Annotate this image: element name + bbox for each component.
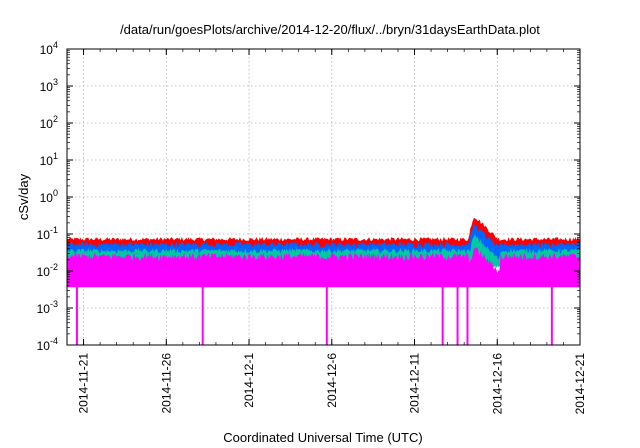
x-tick-label: 2014-11-26 xyxy=(159,353,173,414)
y-axis-label: cSv/day xyxy=(16,173,31,220)
y-tick-label: 103 xyxy=(40,77,58,94)
x-tick-label: 2014-12-21 xyxy=(573,353,587,415)
y-tick-label: 101 xyxy=(40,151,58,168)
x-axis-label: Coordinated Universal Time (UTC) xyxy=(223,430,422,445)
y-tick-label: 104 xyxy=(40,40,58,57)
y-tick-label: 10-1 xyxy=(37,225,58,242)
y-tick-label: 10-4 xyxy=(37,336,58,353)
y-tick-label: 100 xyxy=(40,188,58,205)
y-tick-label: 10-2 xyxy=(37,262,58,279)
x-tick-label: 2014-12-11 xyxy=(408,353,422,414)
x-tick-labels: 2014-11-21 2014-11-26 2014-12-1 2014-12-6 20… xyxy=(77,353,587,415)
x-tick-label: 2014-12-6 xyxy=(325,353,339,408)
y-tick-labels: 10-4 10-3 10-2 10-1 100 101 102 103 104 xyxy=(37,40,58,353)
x-tick-label: 2014-12-1 xyxy=(242,353,256,408)
x-tick-label: 2014-12-16 xyxy=(490,353,504,415)
y-tick-label: 10-3 xyxy=(37,299,58,316)
x-tick-label: 2014-11-21 xyxy=(77,353,91,414)
data-layers xyxy=(66,217,581,345)
grid xyxy=(67,49,580,345)
ticks xyxy=(66,48,581,346)
y-tick-label: 102 xyxy=(40,114,58,131)
chart-title: /data/run/goesPlots/archive/2014-12-20/f… xyxy=(120,22,540,37)
